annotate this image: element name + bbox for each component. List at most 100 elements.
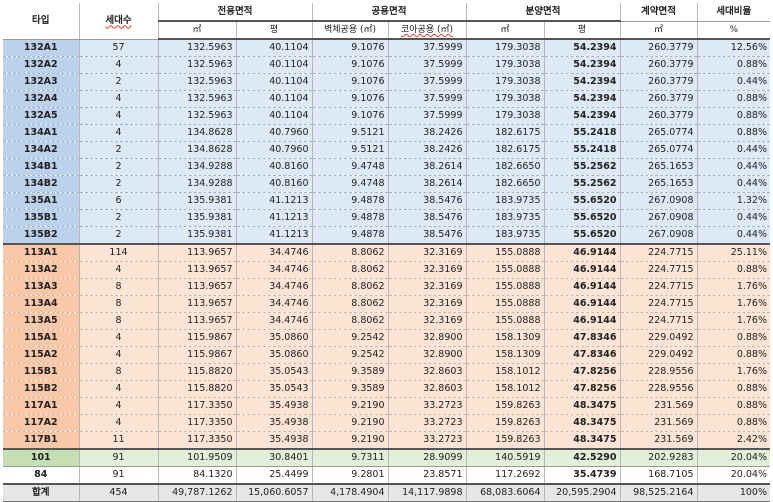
cell-exclusive-pyeong: 34.4746 (236, 278, 313, 296)
cell-sale-m2: 158.1012 (466, 380, 545, 398)
cell-wall-common: 9.3589 (312, 363, 389, 381)
cell-exclusive-m2: 115.8820 (158, 363, 237, 381)
table-row: 113A3 8 113.9657 34.4746 8.8062 32.3169 155.08… (3, 278, 770, 296)
cell-ratio: 1.76% (697, 312, 770, 330)
cell-exclusive-pyeong: 40.8160 (236, 158, 313, 176)
cell-exclusive-m2: 84.1320 (158, 466, 237, 485)
cell-sale-pyeong: 54.2394 (544, 73, 621, 91)
cell-ratio: 0.88% (697, 124, 770, 142)
total-cell-contract-m2: 98,525.2164 (620, 484, 698, 502)
cell-sale-m2: 183.9735 (466, 192, 545, 210)
cell-wall-common: 8.8062 (312, 312, 389, 330)
cell-type: 113A1 (3, 244, 80, 262)
cell-units: 4 (79, 124, 159, 142)
cell-contract-m2: 228.9556 (620, 363, 698, 381)
subheader-ratio-pct: % (697, 21, 770, 40)
cell-exclusive-m2: 113.9657 (158, 244, 237, 262)
cell-units: 2 (79, 209, 159, 227)
cell-core-common: 28.9099 (388, 449, 467, 467)
cell-sale-m2: 155.0888 (466, 312, 545, 330)
cell-type: 135B2 (3, 226, 80, 245)
cell-wall-common: 8.8062 (312, 244, 389, 262)
table-row: 117A1 4 117.3350 35.4938 9.2190 33.2723 159.82… (3, 397, 770, 415)
cell-contract-m2: 231.569 (620, 431, 698, 450)
cell-exclusive-pyeong: 40.1104 (236, 39, 313, 57)
cell-core-common: 32.8900 (388, 346, 467, 364)
cell-sale-m2: 179.3038 (466, 56, 545, 74)
cell-units: 91 (79, 466, 159, 485)
cell-wall-common: 9.5121 (312, 141, 389, 159)
cell-sale-pyeong: 47.8256 (544, 380, 621, 398)
cell-contract-m2: 229.0492 (620, 346, 698, 364)
cell-ratio: 0.44% (697, 141, 770, 159)
cell-type: 135A1 (3, 192, 80, 210)
cell-wall-common: 9.5121 (312, 124, 389, 142)
table-row: 134A2 2 134.8628 40.7960 9.5121 38.2426 182.61… (3, 141, 770, 159)
cell-type: 134B2 (3, 175, 80, 193)
cell-contract-m2: 228.9556 (620, 380, 698, 398)
cell-exclusive-pyeong: 35.0860 (236, 329, 313, 347)
cell-units: 114 (79, 244, 159, 262)
cell-ratio: 0.88% (697, 414, 770, 432)
header-unit-ratio: 세대비율 (697, 3, 770, 22)
cell-wall-common: 9.2190 (312, 431, 389, 450)
cell-wall-common: 9.1076 (312, 107, 389, 125)
cell-core-common: 38.2614 (388, 175, 467, 193)
cell-exclusive-pyeong: 35.4938 (236, 397, 313, 415)
subheader-contract-m2: ㎡ (620, 21, 698, 40)
cell-exclusive-m2: 132.5963 (158, 73, 237, 91)
cell-core-common: 32.3169 (388, 261, 467, 279)
cell-contract-m2: 260.3779 (620, 73, 698, 91)
cell-sale-m2: 182.6650 (466, 158, 545, 176)
cell-wall-common: 9.4748 (312, 175, 389, 193)
cell-sale-m2: 182.6175 (466, 124, 545, 142)
cell-exclusive-m2: 132.5963 (158, 107, 237, 125)
cell-contract-m2: 267.0908 (620, 226, 698, 245)
cell-wall-common: 9.2190 (312, 414, 389, 432)
cell-units: 4 (79, 56, 159, 74)
cell-contract-m2: 267.0908 (620, 209, 698, 227)
cell-units: 8 (79, 312, 159, 330)
cell-contract-m2: 224.7715 (620, 295, 698, 313)
cell-wall-common: 9.2801 (312, 466, 389, 485)
table-row: 134B1 2 134.9288 40.8160 9.4748 38.2614 182.66… (3, 158, 770, 176)
cell-core-common: 38.2426 (388, 141, 467, 159)
cell-wall-common: 8.8062 (312, 278, 389, 296)
cell-type: 132A1 (3, 39, 80, 57)
cell-contract-m2: 265.0774 (620, 141, 698, 159)
cell-exclusive-pyeong: 34.4746 (236, 312, 313, 330)
cell-exclusive-m2: 134.9288 (158, 158, 237, 176)
cell-type: 113A2 (3, 261, 80, 279)
cell-sale-m2: 155.0888 (466, 244, 545, 262)
cell-core-common: 38.2426 (388, 124, 467, 142)
cell-sale-pyeong: 46.9144 (544, 295, 621, 313)
cell-exclusive-m2: 117.3350 (158, 397, 237, 415)
header-units: 세대수 (79, 3, 159, 40)
cell-core-common: 37.5999 (388, 107, 467, 125)
table-row: 101 91 101.9509 30.8401 9.7311 28.9099 140.591… (3, 449, 770, 467)
cell-exclusive-m2: 134.8628 (158, 124, 237, 142)
cell-core-common: 33.2723 (388, 431, 467, 450)
cell-sale-m2: 158.1309 (466, 329, 545, 347)
cell-sale-pyeong: 46.9144 (544, 261, 621, 279)
cell-ratio: 0.44% (697, 209, 770, 227)
cell-sale-pyeong: 46.9144 (544, 244, 621, 262)
cell-wall-common: 9.3589 (312, 380, 389, 398)
total-cell-core-common: 14,117.9898 (388, 484, 467, 502)
cell-ratio: 1.76% (697, 278, 770, 296)
cell-sale-pyeong: 54.2394 (544, 107, 621, 125)
cell-ratio: 25.11% (697, 244, 770, 262)
cell-contract-m2: 202.9283 (620, 449, 698, 467)
cell-sale-m2: 179.3038 (466, 90, 545, 108)
cell-exclusive-m2: 115.8820 (158, 380, 237, 398)
table-row: 115A2 4 115.9867 35.0860 9.2542 32.8900 158.13… (3, 346, 770, 364)
cell-ratio: 0.44% (697, 158, 770, 176)
cell-type: 132A5 (3, 107, 80, 125)
table-row: 113A4 8 113.9657 34.4746 8.8062 32.3169 155.08… (3, 295, 770, 313)
cell-exclusive-pyeong: 35.4938 (236, 414, 313, 432)
header-type: 타입 (3, 3, 80, 40)
subheader-exclusive-pyeong: 평 (236, 21, 313, 40)
cell-contract-m2: 260.3779 (620, 107, 698, 125)
cell-core-common: 38.5476 (388, 192, 467, 210)
table-row: 132A1 57 132.5963 40.1104 9.1076 37.5999 179.3… (3, 39, 770, 57)
